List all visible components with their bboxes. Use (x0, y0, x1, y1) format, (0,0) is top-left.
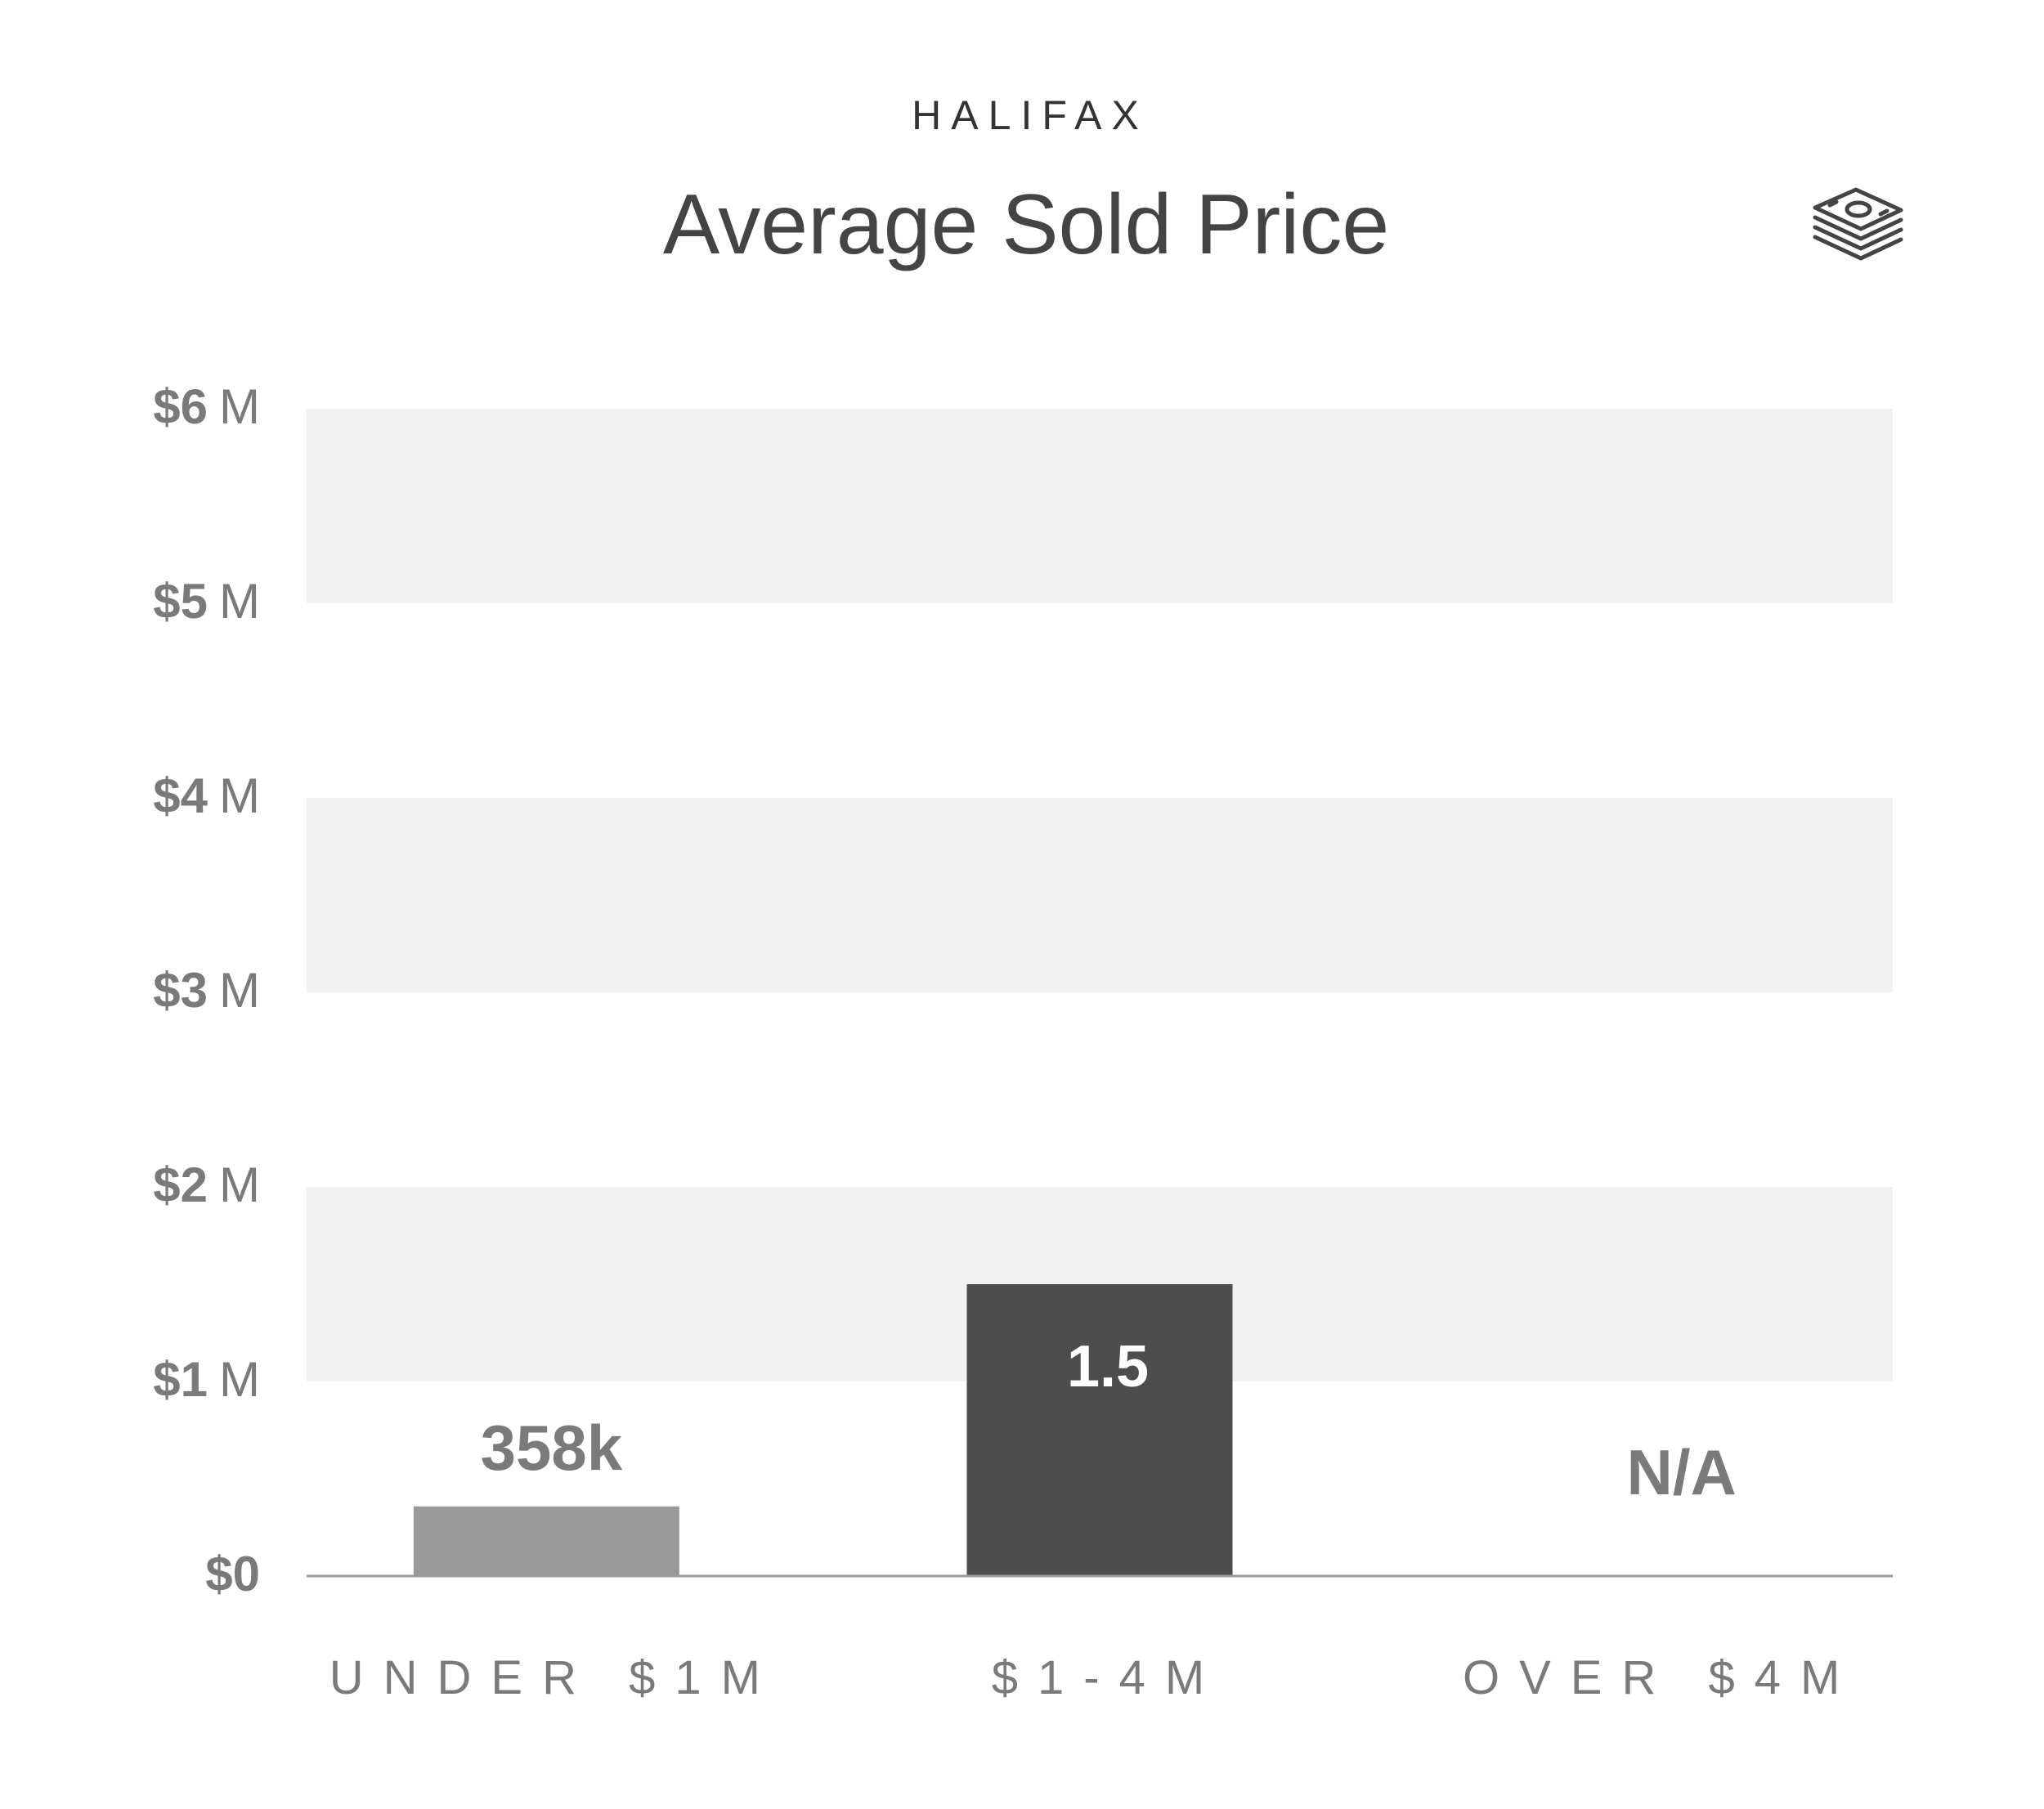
y-tick-amount: $0 (205, 1547, 260, 1601)
data-labels: 358k 1.5 N/A (481, 1334, 1737, 1508)
y-tick-unit: M (219, 768, 260, 823)
y-tick-label: $1 M (153, 1352, 260, 1407)
y-axis-ticks: $0$1 M$2 M$3 M$4 M$5 M$6 M (153, 379, 260, 1601)
category-label: UNDER $1M (329, 1651, 780, 1704)
y-tick-label: $6 M (153, 379, 260, 434)
y-tick-label: $3 M (153, 963, 260, 1018)
chart-title: Average Sold Price (663, 177, 1389, 272)
y-tick-label: $0 (205, 1547, 260, 1601)
y-tick-label: $2 M (153, 1157, 260, 1212)
category-label: OVER $4M (1463, 1651, 1859, 1704)
x-axis-categories: UNDER $1M $1-4M OVER $4M (329, 1651, 1859, 1704)
y-tick-unit: M (219, 963, 260, 1018)
y-tick-label: $4 M (153, 768, 260, 823)
bar-value-label: 358k (481, 1412, 623, 1484)
y-tick-amount: $2 (153, 1157, 208, 1212)
y-tick-unit: M (219, 574, 260, 629)
y-tick-amount: $1 (153, 1352, 208, 1407)
bar-value-label: N/A (1626, 1436, 1736, 1508)
bars (413, 1284, 1233, 1576)
y-tick-unit: M (219, 1352, 260, 1407)
y-tick-amount: $5 (153, 574, 208, 629)
y-tick-amount: $6 (153, 379, 208, 434)
shaded-band-1 (307, 798, 1893, 992)
location-label: HALIFAX (912, 92, 1149, 138)
y-tick-amount: $3 (153, 963, 208, 1018)
bar-0 (413, 1506, 679, 1576)
category-label: $1-4M (992, 1651, 1224, 1704)
y-tick-amount: $4 (153, 768, 208, 823)
shaded-bands (307, 409, 1893, 1381)
bar-1 (966, 1284, 1233, 1576)
bar-value-label: 1.5 (1067, 1334, 1149, 1399)
money-stack-icon (1813, 187, 1903, 261)
shaded-band-2 (307, 409, 1893, 603)
y-tick-unit: M (219, 379, 260, 434)
y-tick-label: $5 M (153, 574, 260, 629)
y-tick-unit: M (219, 1157, 260, 1212)
